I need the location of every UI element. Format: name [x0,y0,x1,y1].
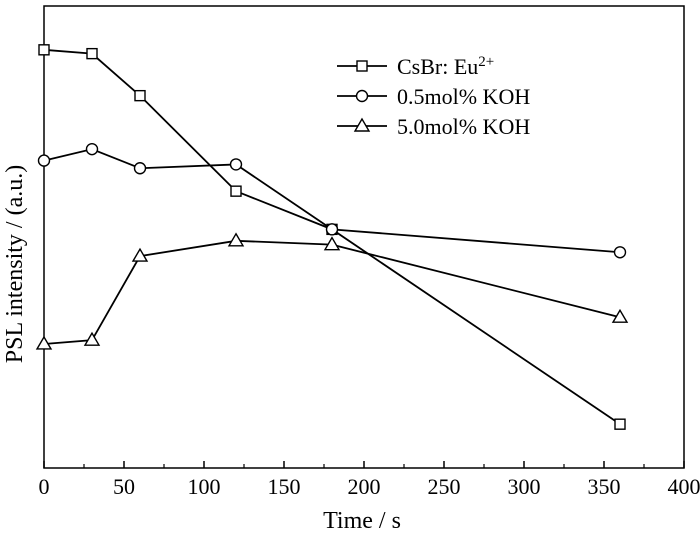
legend-marker-triangle [353,117,371,132]
series-line [43,239,621,345]
data-point-square [38,44,50,56]
legend-marker-square [356,60,368,72]
plot-frame [43,5,685,469]
data-point-circle [325,223,339,236]
y-axis-label: PSL intensity / (a.u.) [2,165,28,363]
data-point-circle [85,142,99,156]
data-point-triangle [611,308,629,323]
data-point-square [230,185,242,197]
data-point-circle [229,158,243,171]
x-axis-ticks: 0 50 100 150 200 250 300 350 400 [39,461,700,499]
legend-label: 5.0mol% KOH [397,114,530,139]
x-tick-label: 350 [588,474,621,499]
x-tick-label: 400 [668,474,700,499]
data-point-circle [37,154,51,167]
series-triangle [35,232,629,350]
legend-label: CsBr: Eu2+ [397,54,494,79]
legend-item: 0.5mol% KOH [337,84,530,109]
x-tick-label: 0 [39,474,50,499]
series-line [43,48,621,425]
x-tick-label: 50 [113,474,135,499]
legend: CsBr: Eu2+ 0.5mol% KOH 5.0mol% KOH [337,54,530,139]
legend-item: 5.0mol% KOH [337,114,530,139]
series-circle [37,142,627,259]
legend-label: 0.5mol% KOH [397,84,530,109]
legend-marker-circle [355,89,369,103]
data-point-triangle [35,335,53,350]
data-point-triangle [131,247,149,262]
data-point-square [86,47,98,60]
x-tick-label: 100 [188,474,221,499]
data-point-circle [613,246,627,259]
legend-label-superscript: 2+ [478,54,494,70]
legend-item: CsBr: Eu2+ [337,54,494,79]
plot-area-border [43,5,685,469]
data-point-square [614,418,626,430]
x-axis-label: Time / s [323,508,401,534]
data-point-triangle [227,232,245,247]
x-tick-label: 200 [348,474,381,499]
data-point-triangle [323,236,341,251]
data-point-triangle [83,331,101,346]
x-tick-label: 150 [268,474,301,499]
x-tick-label: 250 [428,474,461,499]
series-layer [35,44,629,430]
series-line [43,148,621,254]
data-point-circle [133,162,147,175]
data-point-square [134,89,146,102]
x-tick-label: 300 [508,474,541,499]
